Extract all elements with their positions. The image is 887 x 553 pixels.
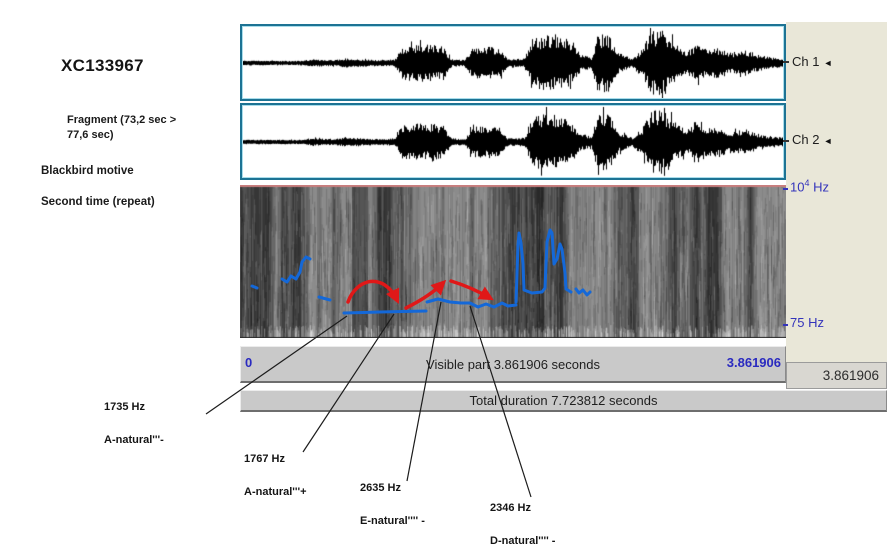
annotation-2-note: A-natural'''+ xyxy=(244,486,307,498)
spectrogram-canvas xyxy=(240,185,786,338)
time-end-label: 3.861906 xyxy=(726,355,781,370)
annotation-4-freq: 2346 Hz xyxy=(490,502,531,514)
annotation-2-freq: 1767 Hz xyxy=(244,453,285,465)
pitch-annotation-1: 1735 Hz A-natural'''- xyxy=(104,401,164,446)
repeat-label: Second time (repeat) xyxy=(41,196,155,208)
fragment-line-1: Fragment (73,2 sec > xyxy=(67,114,177,126)
annotation-3-freq: 2635 Hz xyxy=(360,482,401,494)
pitch-annotation-3: 2635 Hz E-natural'''' - xyxy=(360,482,425,527)
freq-max-tick xyxy=(783,188,788,190)
selection-duration-box: 3.861906 xyxy=(786,362,887,389)
motive-label: Blackbird motive xyxy=(41,165,134,177)
channel-1-row: Ch 1 ◄ xyxy=(792,54,832,69)
waveform-canvas-2 xyxy=(243,106,783,177)
channel-1-label: Ch 1 xyxy=(792,54,820,69)
selection-duration-value: 3.861906 xyxy=(822,368,879,383)
fragment-label: Fragment (73,2 sec > 77,6 sec) xyxy=(67,113,176,143)
visible-part-label: Visible part 3.861906 seconds xyxy=(426,356,600,372)
right-info-panel xyxy=(786,22,887,362)
annotation-1-freq: 1735 Hz xyxy=(104,401,145,413)
time-start-label: 0 xyxy=(245,355,253,370)
waveform-channel-2[interactable] xyxy=(240,103,786,180)
channel-2-speaker-icon[interactable]: ◄ xyxy=(823,136,833,146)
pitch-annotation-2: 1767 Hz A-natural'''+ xyxy=(244,453,307,498)
channel-2-label: Ch 2 xyxy=(792,132,820,147)
fragment-line-2: 77,6 sec) xyxy=(67,129,114,141)
freq-axis-max-label: 104 Hz xyxy=(790,178,829,195)
pitch-annotation-4: 2346 Hz D-natural'''' - xyxy=(490,502,555,547)
annotation-4-note: D-natural'''' - xyxy=(490,535,556,547)
waveform-channel-1[interactable] xyxy=(240,24,786,101)
waveform-canvas-1 xyxy=(243,27,783,98)
freq-axis-min-label: 75 Hz xyxy=(790,315,824,330)
recording-id: XC133967 xyxy=(61,56,144,75)
channel-1-speaker-icon[interactable]: ◄ xyxy=(823,58,833,68)
annotation-1-note: A-natural'''- xyxy=(104,434,164,446)
annotation-3-note: E-natural'''' - xyxy=(360,515,425,527)
channel-2-zero-tick xyxy=(783,140,789,142)
freq-min-tick xyxy=(783,324,788,326)
total-duration-bar[interactable]: Total duration 7.723812 seconds xyxy=(240,390,887,412)
channel-1-zero-tick xyxy=(783,61,789,63)
spectrogram[interactable] xyxy=(240,185,786,338)
visible-part-bar[interactable]: 0 Visible part 3.861906 seconds 3.861906 xyxy=(240,346,786,383)
total-duration-label: Total duration 7.723812 seconds xyxy=(469,393,658,408)
channel-2-row: Ch 2 ◄ xyxy=(792,132,832,147)
